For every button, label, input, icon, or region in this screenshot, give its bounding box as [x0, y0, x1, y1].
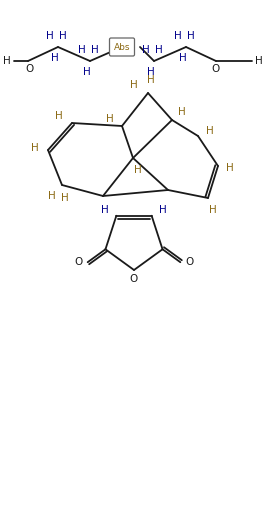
Text: H: H — [106, 114, 114, 124]
Text: H: H — [226, 163, 234, 173]
Text: O: O — [75, 257, 83, 267]
Text: H: H — [142, 45, 150, 55]
Text: H: H — [147, 75, 155, 85]
Text: H: H — [91, 45, 99, 55]
Text: H: H — [134, 165, 142, 175]
Text: H: H — [178, 107, 186, 117]
Text: H: H — [209, 205, 217, 215]
Text: H: H — [59, 31, 67, 41]
Text: H: H — [174, 31, 182, 41]
Text: H: H — [206, 126, 214, 136]
Text: H: H — [147, 67, 155, 77]
Text: H: H — [155, 45, 163, 55]
Text: H: H — [78, 45, 86, 55]
Text: H: H — [48, 191, 56, 201]
Text: Abs: Abs — [114, 43, 130, 51]
Text: H: H — [51, 53, 59, 63]
Text: H: H — [46, 31, 54, 41]
Text: H: H — [187, 31, 195, 41]
Text: O: O — [130, 274, 138, 284]
Text: H: H — [255, 56, 263, 66]
Text: H: H — [130, 80, 138, 90]
FancyBboxPatch shape — [110, 38, 135, 56]
Text: H: H — [102, 205, 109, 215]
Text: H: H — [3, 56, 11, 66]
Text: H: H — [159, 205, 166, 215]
Text: O: O — [25, 64, 33, 74]
Text: H: H — [179, 53, 187, 63]
Text: H: H — [55, 111, 63, 121]
Text: O: O — [211, 64, 219, 74]
Text: H: H — [61, 193, 69, 203]
Text: H: H — [31, 143, 39, 153]
Text: H: H — [83, 67, 91, 77]
Text: O: O — [185, 257, 193, 267]
